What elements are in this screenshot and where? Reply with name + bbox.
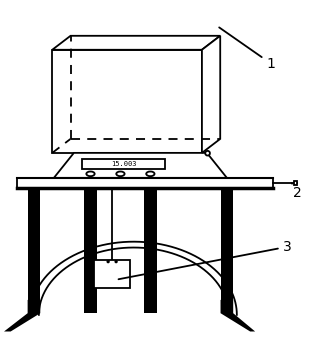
Ellipse shape <box>87 171 95 176</box>
Bar <box>84 188 97 313</box>
Circle shape <box>107 260 110 263</box>
Ellipse shape <box>146 171 155 176</box>
Text: 1: 1 <box>219 27 276 71</box>
Polygon shape <box>202 36 220 153</box>
Ellipse shape <box>116 171 125 176</box>
Bar <box>94 260 130 288</box>
Text: 15.003: 15.003 <box>111 161 137 167</box>
Polygon shape <box>220 300 255 331</box>
Bar <box>82 159 165 169</box>
Bar <box>220 188 233 313</box>
Bar <box>17 178 274 188</box>
Circle shape <box>205 151 210 155</box>
Polygon shape <box>52 36 220 50</box>
Circle shape <box>115 260 118 263</box>
Polygon shape <box>4 300 40 331</box>
Bar <box>144 188 157 313</box>
Text: 3: 3 <box>119 240 292 279</box>
Bar <box>294 181 297 185</box>
Bar <box>28 188 40 313</box>
Polygon shape <box>54 153 227 178</box>
Text: 2: 2 <box>292 183 302 201</box>
Bar <box>52 50 202 153</box>
